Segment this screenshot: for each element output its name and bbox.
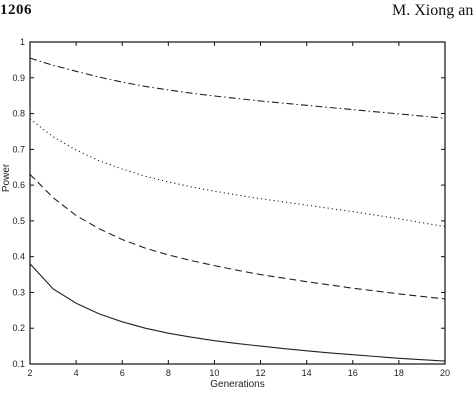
y-tick-label: 0.7 (12, 144, 25, 154)
axis-ticks (29, 41, 446, 365)
tick-labels: 2 4 6 8 10 12 14 16 18 20 0.1 0.2 0.3 0.4 0.5 0.6 0.7 0.8… (12, 37, 450, 378)
plot-frame (29, 41, 446, 365)
x-tick-label: 10 (209, 368, 219, 378)
x-tick-label: 16 (348, 368, 358, 378)
series-layer (29, 57, 446, 362)
running-head: M. Xiong an (392, 2, 474, 19)
x-tick-label: 20 (440, 368, 450, 378)
y-tick-label: 0.9 (12, 73, 25, 83)
x-tick-label: 18 (394, 368, 404, 378)
series-line-dotted (29, 118, 446, 228)
y-tick-label: 0.1 (12, 359, 25, 369)
series-line-dashed (29, 174, 446, 300)
y-tick-label: 0.3 (12, 287, 25, 297)
series-line-solid (29, 263, 446, 362)
y-tick-label: 0.8 (12, 109, 25, 119)
x-tick-label: 14 (302, 368, 312, 378)
y-tick-label: 0.6 (12, 180, 25, 190)
x-tick-label: 8 (166, 368, 171, 378)
y-tick-label: 1 (20, 37, 25, 47)
y-tick-label: 0.4 (12, 252, 25, 262)
page-number: 1206 (0, 2, 32, 18)
series-line-dash-dot (29, 57, 446, 119)
y-tick-label: 0.2 (12, 323, 25, 333)
x-tick-label: 2 (27, 368, 32, 378)
x-axis-label: Generations (210, 379, 264, 390)
x-tick-label: 4 (74, 368, 79, 378)
y-tick-label: 0.5 (12, 216, 25, 226)
x-tick-label: 6 (120, 368, 125, 378)
x-tick-label: 12 (256, 368, 266, 378)
y-axis-label: Power (1, 163, 12, 192)
